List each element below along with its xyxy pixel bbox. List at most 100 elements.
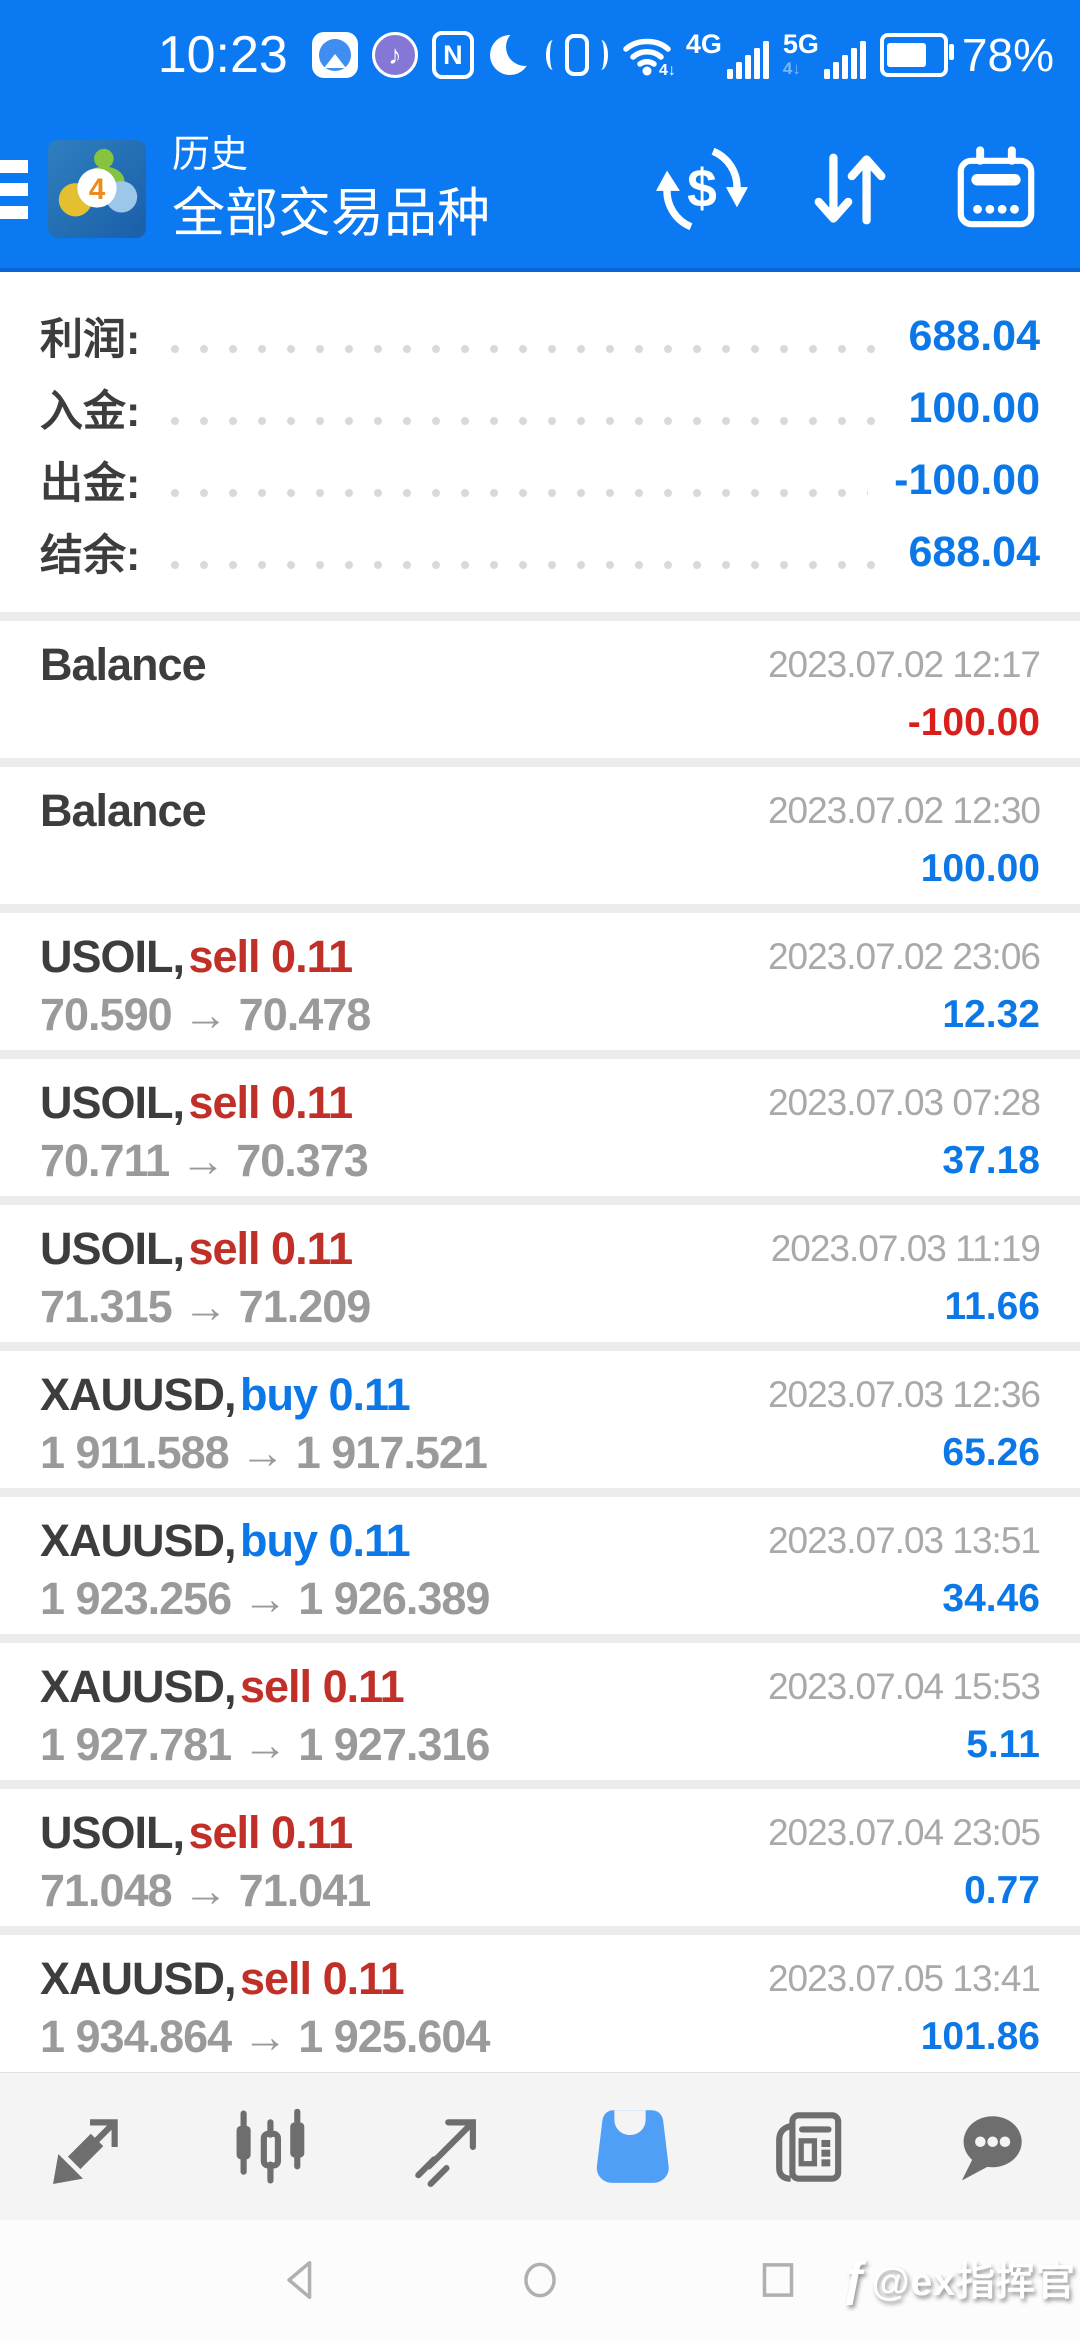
history-row-trade[interactable]: USOIL, sell 0.11 2023.07.03 07:28 70.711… [0,1059,1080,1196]
trade-side: sell [188,1077,260,1128]
douyin-logo-icon: ƒ [840,2252,868,2306]
row-divider [0,1488,1080,1497]
summary-row-balance: 结余: 688.04 [40,516,1040,588]
recents-button[interactable] [751,2253,805,2307]
trade-side: sell [239,1661,312,1712]
price-arrow-icon: → [183,1281,228,1332]
tab-news[interactable] [720,2073,900,2220]
open-price: 1 911.588 [40,1427,230,1478]
mt4-logo: 4 [48,140,146,238]
summary-value: -100.00 [894,455,1040,504]
trade-side: sell [188,1807,260,1858]
price-arrow-icon: → [183,989,228,1040]
close-price: 71.209 [238,1281,372,1332]
row-divider [0,1050,1080,1059]
music-notification-icon: ♪ [371,32,418,78]
trade-side-volume: sell 0.11 [188,1223,353,1274]
history-row-balance[interactable]: Balance 2023.07.02 12:17 -100.00 [0,621,1080,758]
signal-primary: 4G [686,31,769,79]
dotted-leader [170,487,869,499]
history-row-trade[interactable]: USOIL, sell 0.11 2023.07.02 23:06 70.590… [0,913,1080,1050]
close-price: 1 917.521 [295,1427,488,1478]
row-divider [0,1926,1080,1935]
row-datetime: 2023.07.02 12:17 [767,644,1041,685]
history-row-trade[interactable]: XAUUSD, buy 0.11 2023.07.03 13:51 1 923.… [0,1497,1080,1634]
battery-icon [879,33,954,77]
balance-amount: 100.00 [920,847,1040,890]
open-price: 71.315 [40,1281,173,1332]
close-price: 1 925.604 [298,2011,490,2062]
trade-profit: 101.86 [920,2015,1040,2058]
trade-profit: 12.32 [942,993,1040,1036]
home-button[interactable] [513,2253,567,2307]
history-row-trade[interactable]: USOIL, sell 0.11 2023.07.04 23:05 71.048… [0,1789,1080,1926]
calendar-icon[interactable] [952,143,1040,235]
open-price: 1 927.781 [40,1719,232,1770]
tab-messages[interactable] [900,2073,1080,2220]
trade-title: USOIL, sell 0.11 [40,1807,353,1859]
trade-volume: 0.11 [328,1369,411,1420]
tab-history[interactable] [540,2073,720,2220]
price-arrow-icon: → [242,1573,288,1624]
close-price: 70.373 [236,1135,369,1186]
watermark: ƒ @ex指挥官 [841,2251,1076,2307]
trade-profit: 65.26 [942,1431,1040,1474]
quotes-icon [53,2118,118,2184]
open-price: 70.590 [40,989,173,1040]
tab-charts[interactable] [180,2073,360,2220]
filter-title: 全部交易品种 [172,184,490,244]
battery-percent: 78% [961,29,1054,81]
history-row-balance[interactable]: Balance 2023.07.02 12:30 100.00 [0,767,1080,904]
row-divider [0,1196,1080,1205]
status-bar: 10:23 ♪ N 4↓ 4G 5G 4↓ 78% [0,0,1080,110]
bottom-toolbar [0,2072,1080,2220]
signal-bars-icon [726,41,769,79]
dotted-leader [170,559,883,571]
history-row-trade[interactable]: USOIL, sell 0.11 2023.07.03 11:19 71.315… [0,1205,1080,1342]
summary-row-profit: 利润: 688.04 [40,300,1040,372]
trade-title: USOIL, sell 0.11 [40,1223,353,1275]
row-datetime: 2023.07.03 13:51 [767,1520,1041,1561]
trade-side-volume: sell 0.11 [188,1807,353,1858]
history-row-trade[interactable]: XAUUSD, sell 0.11 2023.07.05 13:41 1 934… [0,1935,1080,2072]
trade-profit: 11.66 [944,1285,1040,1328]
trade-side: sell [239,1953,312,2004]
close-price: 1 927.316 [298,1719,490,1770]
row-datetime: 2023.07.02 23:06 [767,936,1041,977]
trade-symbol: USOIL, [40,1223,185,1274]
trade-title: USOIL, sell 0.11 [40,1077,353,1129]
currency-exchange-icon[interactable]: $ [656,143,748,235]
summary-row-withdrawal: 出金: -100.00 [40,444,1040,516]
trade-volume: 0.11 [271,1077,353,1128]
row-divider [0,1780,1080,1789]
trade-side: buy [239,1369,318,1420]
back-button[interactable] [275,2253,329,2307]
row-datetime: 2023.07.04 15:53 [767,1666,1041,1707]
tab-quotes[interactable] [0,2073,180,2220]
app-notification-icon [311,32,358,78]
trade-symbol: XAUUSD, [40,1661,237,1712]
trade-prices: 70.711 → 70.373 [40,1135,369,1187]
open-price: 70.711 [40,1135,170,1186]
trade-symbol: XAUUSD, [40,1515,237,1566]
trade-volume: 0.11 [328,1515,411,1566]
sort-icon[interactable] [804,143,896,235]
history-row-trade[interactable]: XAUUSD, sell 0.11 2023.07.04 15:53 1 927… [0,1643,1080,1780]
price-arrow-icon: → [242,2011,288,2062]
row-datetime: 2023.07.02 12:30 [767,790,1041,831]
trade-volume: 0.11 [271,931,353,982]
history-row-trade[interactable]: XAUUSD, buy 0.11 2023.07.03 12:36 1 911.… [0,1351,1080,1488]
tab-trade[interactable] [360,2073,540,2220]
trade-prices: 71.315 → 71.209 [40,1281,372,1333]
trade-volume: 0.11 [271,1807,353,1858]
trade-profit: 37.18 [942,1139,1040,1182]
close-price: 70.478 [238,989,372,1040]
hamburger-menu-icon[interactable] [0,159,28,219]
trade-title: XAUUSD, buy 0.11 [40,1515,411,1567]
candlestick-chart-icon [236,2108,305,2184]
trade-symbol: XAUUSD, [40,1953,237,2004]
summary-value: 688.04 [908,311,1040,360]
trade-side: sell [188,1223,260,1274]
summary-label: 结余: [40,532,141,580]
trade-volume: 0.11 [271,1223,353,1274]
